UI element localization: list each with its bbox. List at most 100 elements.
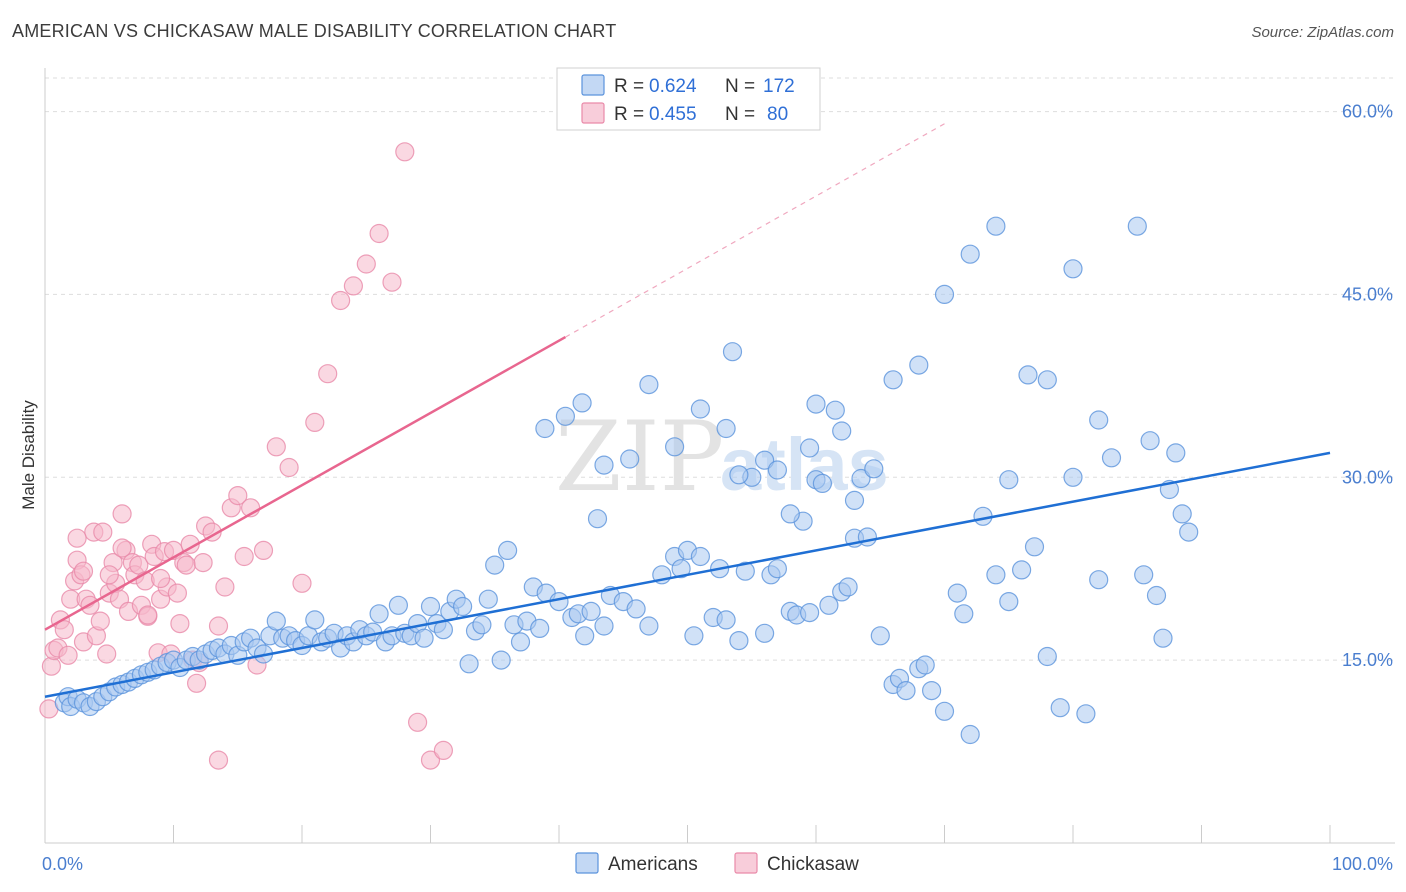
americans-point [581, 601, 601, 622]
trend-lines [44, 123, 1331, 698]
americans-point [754, 623, 775, 643]
americans-point [420, 596, 441, 617]
chickasaw-point [41, 656, 62, 676]
chickasaw-point [151, 568, 171, 589]
americans-point [934, 284, 955, 304]
americans-point [921, 680, 942, 701]
americans-point [510, 632, 531, 652]
chickasaw-point [99, 565, 119, 585]
americans-point [1011, 560, 1032, 580]
americans-point [1166, 443, 1186, 463]
americans-point [960, 724, 980, 745]
americans-point [870, 626, 890, 646]
y-tick-label: 30.0% [1342, 467, 1393, 487]
chickasaw-point [112, 504, 132, 524]
americans-point [620, 449, 640, 469]
chickasaw-point [97, 644, 117, 664]
legend-n-label-americans: N = [725, 76, 755, 97]
legend-swatch-americans [581, 74, 605, 96]
americans-point [485, 555, 505, 575]
chickasaw-point [112, 538, 132, 558]
americans-point [626, 599, 646, 619]
americans-trend-line [44, 451, 1331, 698]
americans-point [729, 465, 749, 485]
americans-point [684, 626, 704, 646]
americans-point [1127, 216, 1147, 236]
chickasaw-point [318, 364, 338, 384]
chickasaw-point [167, 583, 187, 603]
chickasaw-point [408, 712, 428, 732]
americans-point [986, 565, 1006, 585]
americans-point [414, 628, 434, 648]
chickasaw-point [279, 457, 299, 478]
chickasaw-point [266, 437, 286, 457]
series-legend-label-americans: Americans [608, 854, 698, 875]
series-legend-swatch-chickasaw [734, 852, 758, 874]
chickasaw-point [215, 577, 235, 597]
legend-r-label-americans: R = [614, 76, 644, 97]
americans-point [857, 527, 878, 547]
source-label: Source: ZipAtlas.com [1251, 24, 1394, 41]
chickasaw-point [73, 561, 94, 581]
series-legend: Americans Chickasaw [575, 852, 859, 875]
americans-point [799, 438, 820, 458]
americans-point [587, 509, 608, 529]
chickasaw-point [369, 223, 389, 244]
americans-point [844, 490, 865, 510]
americans-point [671, 559, 691, 579]
americans-point [896, 680, 916, 701]
americans-point [1101, 448, 1122, 468]
americans-point [838, 577, 858, 597]
axes [44, 68, 1395, 844]
americans-point [909, 355, 929, 375]
americans-point [729, 630, 749, 651]
americans-point [735, 561, 755, 581]
americans-point [799, 602, 820, 623]
americans-point [594, 616, 614, 636]
chickasaw-point [356, 254, 376, 274]
americans-point [1140, 431, 1160, 451]
americans-point [594, 455, 614, 475]
x-tick-label-max: 100.0% [1332, 854, 1393, 874]
americans-point [1172, 504, 1192, 524]
americans-point [575, 626, 595, 646]
x-tick-label-min: 0.0% [42, 854, 83, 874]
americans-point [806, 394, 826, 414]
chickasaw-trend-line [44, 336, 567, 631]
americans-point [1018, 365, 1038, 385]
americans-point [266, 611, 286, 631]
americans-point [716, 418, 736, 439]
stats-legend: R = 0.624 N = 172 R = 0.455 N = 80 [556, 67, 821, 131]
americans-point [1063, 467, 1083, 487]
americans-point [305, 610, 325, 630]
americans-point [369, 604, 389, 624]
chickasaw-point [193, 552, 213, 573]
x-tick-labels: 0.0% 100.0% [42, 854, 1393, 874]
americans-point [934, 701, 955, 721]
americans-point [1089, 410, 1109, 430]
series-legend-label-chickasaw: Chickasaw [767, 854, 859, 875]
americans-point [851, 468, 871, 489]
americans-point [530, 618, 550, 639]
y-tick-label: 15.0% [1342, 650, 1393, 670]
chickasaw-point [228, 486, 248, 506]
chickasaw-point [343, 276, 363, 296]
americans-point [767, 460, 788, 480]
watermark-zip: ZIP [555, 401, 724, 513]
chickasaw-point [208, 616, 229, 636]
legend-n-label-chickasaw: N = [725, 104, 755, 125]
americans-points [54, 216, 1199, 745]
chickasaw-point [187, 673, 207, 693]
legend-n-value-americans: 172 [763, 76, 795, 97]
chickasaw-point [170, 613, 190, 634]
watermark-atlas: atlas [720, 423, 889, 506]
chickasaw-point [234, 546, 254, 567]
americans-point [780, 504, 800, 524]
americans-point [1063, 259, 1083, 279]
americans-point [767, 559, 788, 579]
chickasaw-trend-extension [565, 123, 945, 338]
y-tick-label: 60.0% [1342, 102, 1393, 122]
chickasaw-point [292, 573, 312, 593]
chickasaw-point [138, 605, 158, 625]
